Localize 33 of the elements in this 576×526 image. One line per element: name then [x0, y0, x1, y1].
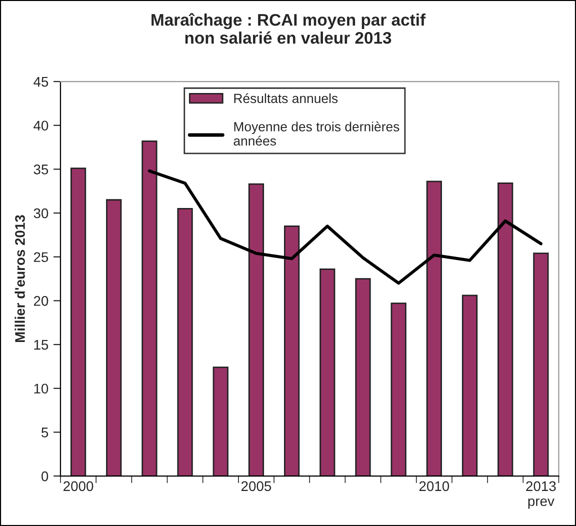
- y-tick-label: 30: [34, 208, 48, 218]
- bar: [320, 268, 336, 476]
- y-tick-label: 5: [42, 428, 48, 438]
- bar: [462, 294, 478, 476]
- bar: [248, 183, 264, 476]
- y-tick-label: 40: [34, 120, 48, 131]
- y-tick-label: 0: [41, 471, 48, 482]
- bar: [426, 180, 442, 476]
- bar: [533, 252, 549, 476]
- y-tick-label: 20: [34, 296, 48, 306]
- y-tick-label: 25: [34, 252, 48, 262]
- y-tick-label: 10: [34, 384, 48, 394]
- legend-label: Moyenne des trois dernières années: [234, 122, 400, 146]
- bar: [142, 140, 158, 476]
- bar: [106, 199, 122, 476]
- bar: [177, 208, 193, 476]
- y-axis-title: Millier d'euros 2013: [14, 215, 25, 342]
- bar: [212, 366, 228, 476]
- x-tick-label: 2000: [64, 481, 94, 492]
- chart-title: Maraîchage : RCAI moyen par actif non salarié en valeur 2013: [152, 13, 426, 44]
- x-tick-label: 2005: [241, 481, 272, 492]
- legend-label: Résultats annuels: [234, 93, 338, 104]
- x-tick-label: 2013 prev: [526, 481, 556, 509]
- bar: [390, 302, 406, 476]
- line-series: [148, 169, 542, 285]
- bar: [498, 182, 514, 476]
- bar: [284, 225, 300, 476]
- y-tick-label: 35: [34, 164, 48, 174]
- bar: [355, 278, 371, 476]
- y-tick-label: 15: [34, 340, 48, 350]
- y-tick-label: 45: [34, 77, 48, 87]
- bar: [70, 168, 86, 476]
- x-tick-label: 2010: [419, 481, 450, 492]
